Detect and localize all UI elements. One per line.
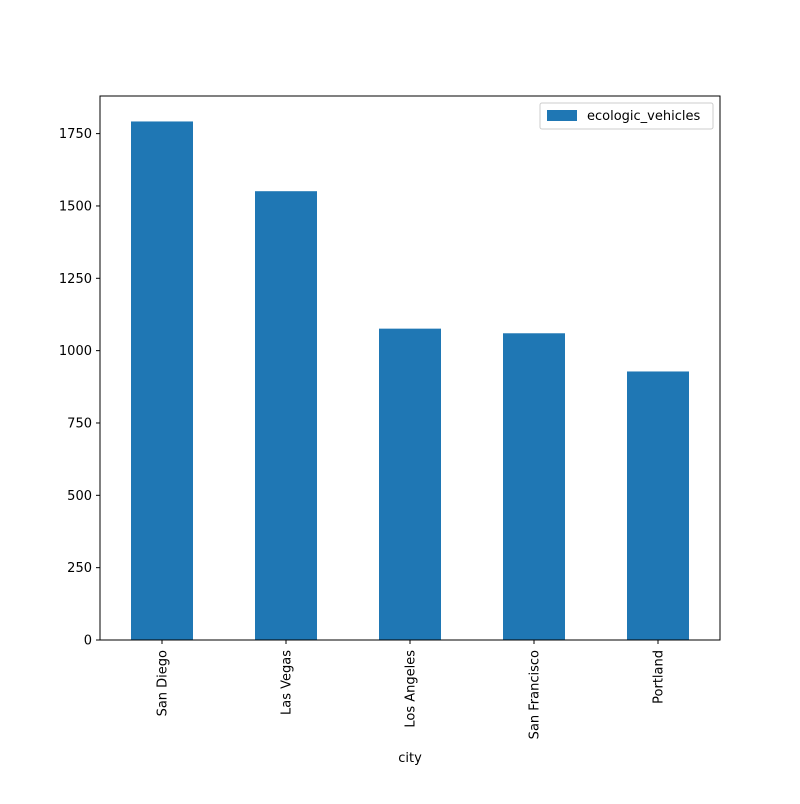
x-axis-label: city (398, 751, 422, 766)
y-tick-label: 250 (67, 561, 92, 576)
y-tick-label: 1500 (59, 199, 92, 214)
y-tick-label: 1250 (59, 272, 92, 287)
bar-las-vegas (255, 191, 317, 640)
legend-frame (539, 102, 714, 130)
legend-swatch (547, 110, 577, 121)
legend: ecologic_vehicles (539, 102, 714, 130)
bar-san-francisco (503, 333, 565, 640)
x-tick-label: San Diego (156, 650, 171, 716)
y-tick-label: 0 (84, 634, 92, 649)
x-tick-label: Las Vegas (280, 650, 295, 715)
y-tick-label: 750 (67, 416, 92, 431)
bars-layer (131, 121, 689, 641)
bar-los-angeles (379, 328, 441, 640)
y-axis: 0 250 500 750 1000 1250 1500 1750 (59, 127, 100, 649)
x-tick-label: Los Angeles (404, 650, 419, 728)
y-tick-label: 500 (67, 489, 92, 504)
bar-portland (627, 371, 689, 640)
y-tick-label: 1750 (59, 127, 92, 142)
x-tick-label: San Francisco (528, 650, 543, 739)
legend-label: ecologic_vehicles (587, 109, 700, 124)
x-tick-label: Portland (652, 650, 667, 704)
y-tick-label: 1000 (59, 344, 92, 359)
x-axis: San Diego Las Vegas Los Angeles San Francis… (156, 640, 667, 739)
bar-san-diego (131, 121, 193, 641)
